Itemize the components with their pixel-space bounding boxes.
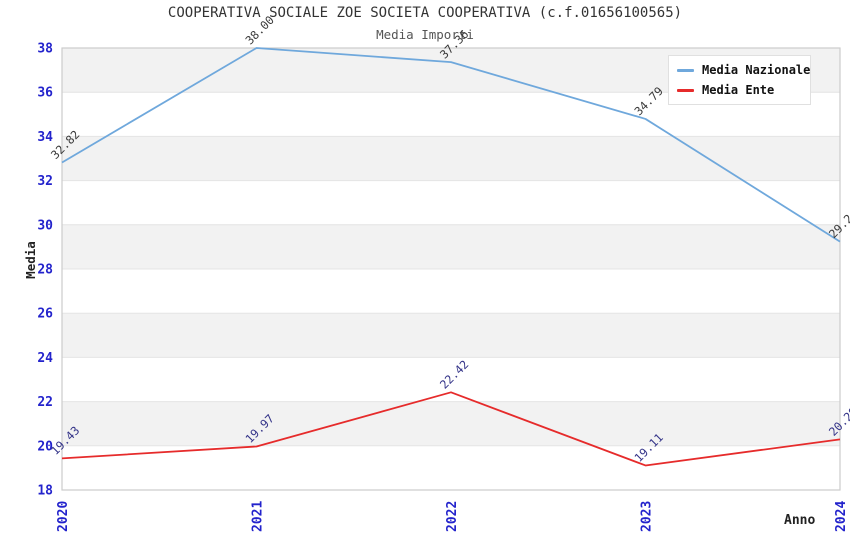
plot-band — [62, 269, 840, 314]
legend: Media Nazionale Media Ente — [668, 55, 811, 105]
y-tick-label: 26 — [37, 307, 53, 322]
legend-label: Media Ente — [702, 83, 775, 97]
y-tick-label: 36 — [37, 86, 53, 101]
chart-title: COOPERATIVA SOCIALE ZOE SOCIETA COOPERAT… — [167, 5, 683, 21]
plot-band — [62, 136, 840, 181]
plot-band — [62, 224, 840, 269]
plot-band — [62, 313, 840, 358]
x-axis-title: Anno — [784, 513, 816, 528]
legend-item-media-ente: Media Ente — [677, 83, 810, 97]
media-ente-line-swatch-icon — [677, 88, 694, 92]
x-tick-label: 2023 — [640, 501, 655, 532]
chart-subtitle: Media Importi — [376, 27, 474, 42]
y-tick-label: 28 — [37, 263, 53, 278]
legend-item-media-nazionale: Media Nazionale — [677, 63, 810, 77]
plot-band — [62, 401, 840, 446]
legend-label: Media Nazionale — [702, 63, 811, 77]
y-tick-label: 38 — [37, 42, 53, 57]
y-axis-title: Media — [23, 241, 38, 279]
plot-band — [62, 180, 840, 225]
x-tick-label: 2021 — [251, 501, 266, 532]
series-line-media-ente — [61, 391, 841, 467]
point-label: 38.00 — [242, 13, 276, 47]
x-tick-label: 2020 — [56, 501, 71, 532]
series-line-media-nazionale — [61, 47, 841, 243]
plot-border — [61, 47, 841, 491]
y-tick-label: 18 — [37, 484, 53, 499]
plot-band — [62, 357, 840, 402]
y-tick-label: 30 — [37, 218, 53, 233]
plot-band — [62, 445, 840, 490]
x-tick-label: 2024 — [834, 501, 849, 532]
x-tick-label: 2022 — [445, 501, 460, 532]
y-tick-label: 32 — [37, 174, 53, 189]
y-tick-label: 34 — [37, 130, 53, 145]
y-tick-label: 20 — [37, 439, 53, 454]
media-nazionale-line-swatch-icon — [677, 68, 694, 72]
y-tick-label: 24 — [37, 351, 53, 366]
y-tick-label: 22 — [37, 395, 53, 410]
